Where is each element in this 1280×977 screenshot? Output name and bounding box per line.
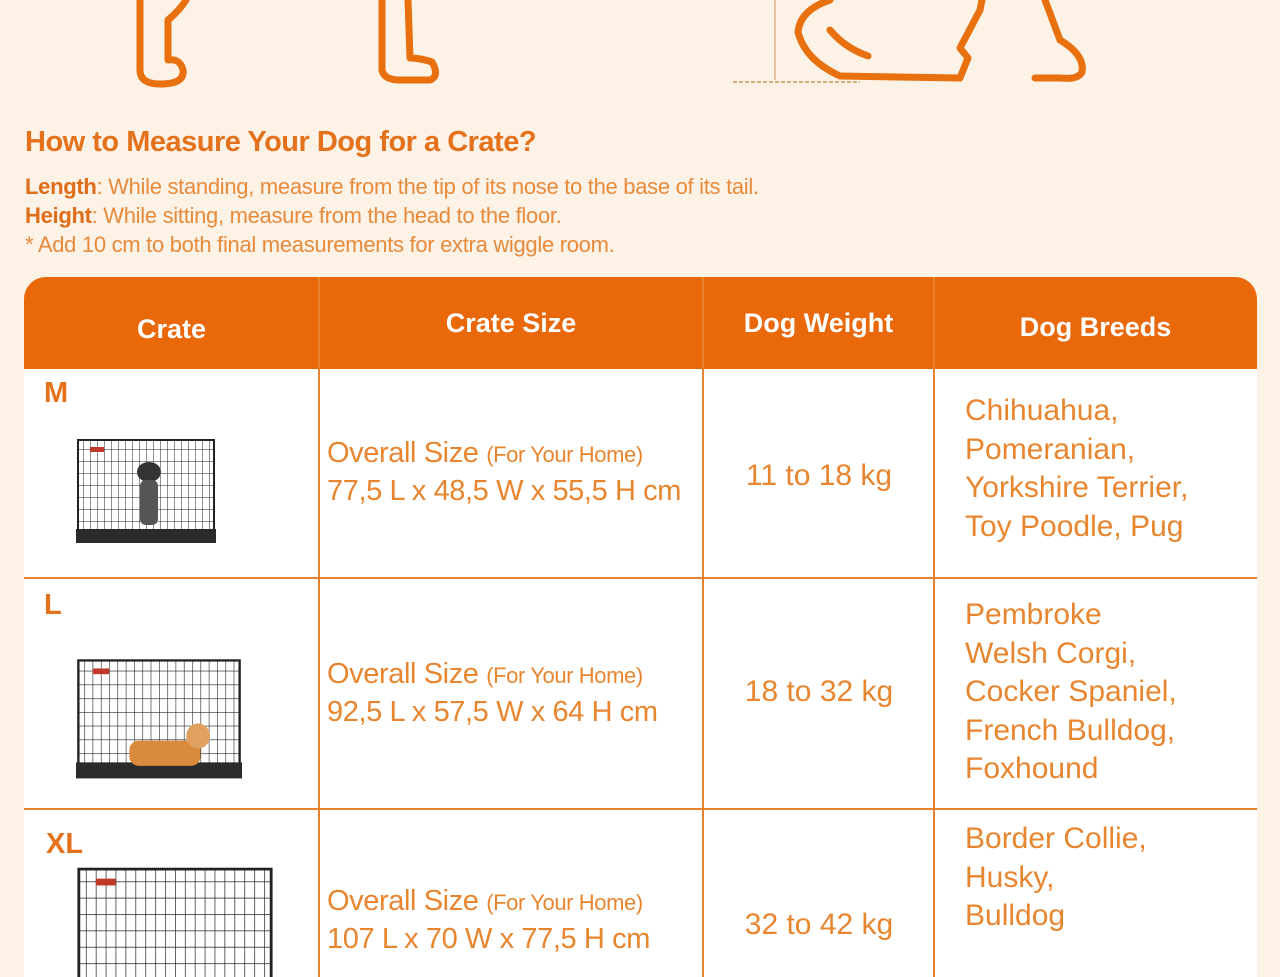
header-dog-weight: Dog Weight [743,307,894,338]
size-label: L [44,589,62,621]
table-row: L Overall Size (For Your Home) 92,5 L x 5… [24,579,1257,808]
table-row: M Overall Size (For Your Home) 77,5 L x 4… [24,369,1257,577]
size-table: Crate Crate Size Dog Weight Dog Breeds M… [24,277,1257,977]
dog-weight: 32 to 42 kg [744,908,894,941]
dog-weight: 18 to 32 kg [744,675,894,708]
crate-xl-image [76,867,274,977]
crate-size: Overall Size (For Your Home) 92,5 L x 57,… [327,658,658,728]
size-label: XL [46,828,84,860]
crate-m-image [76,439,216,544]
table-row: XL Overall Size (For Your Home) 107 L x 7… [24,810,1257,977]
length-note: Length: While standing, measure from the… [25,174,759,199]
dog-measuring-illustration [136,0,1086,88]
dog-breeds: Chihuahua, Pomeranian, Yorkshire Terrier, T… [965,394,1189,543]
crate-l-image [76,659,242,780]
crate-size: Overall Size (For Your Home) 77,5 L x 48,… [327,437,682,507]
dog-weight: 11 to 18 kg [745,459,893,492]
header-crate: Crate [136,313,207,344]
tip-note: * Add 10 cm to both final measurements f… [25,232,615,257]
page-title: How to Measure Your Dog for a Crate? [25,126,537,158]
header-crate-size: Crate Size [445,307,577,338]
height-note: Height: While sitting, measure from the … [25,203,562,228]
table-header: Crate Crate Size Dog Weight Dog Breeds [24,277,1257,369]
dog-breeds: Pembroke Welsh Corgi, Cocker Spaniel, Frenc… [965,598,1177,785]
measure-notes: Length: While standing, measure from the… [25,172,759,259]
header-dog-breeds: Dog Breeds [1019,311,1172,342]
crate-size: Overall Size (For Your Home) 107 L x 70 W… [327,885,650,955]
dog-breeds: Border Collie, Husky, Bulldog [965,822,1147,932]
size-label: M [44,377,69,409]
